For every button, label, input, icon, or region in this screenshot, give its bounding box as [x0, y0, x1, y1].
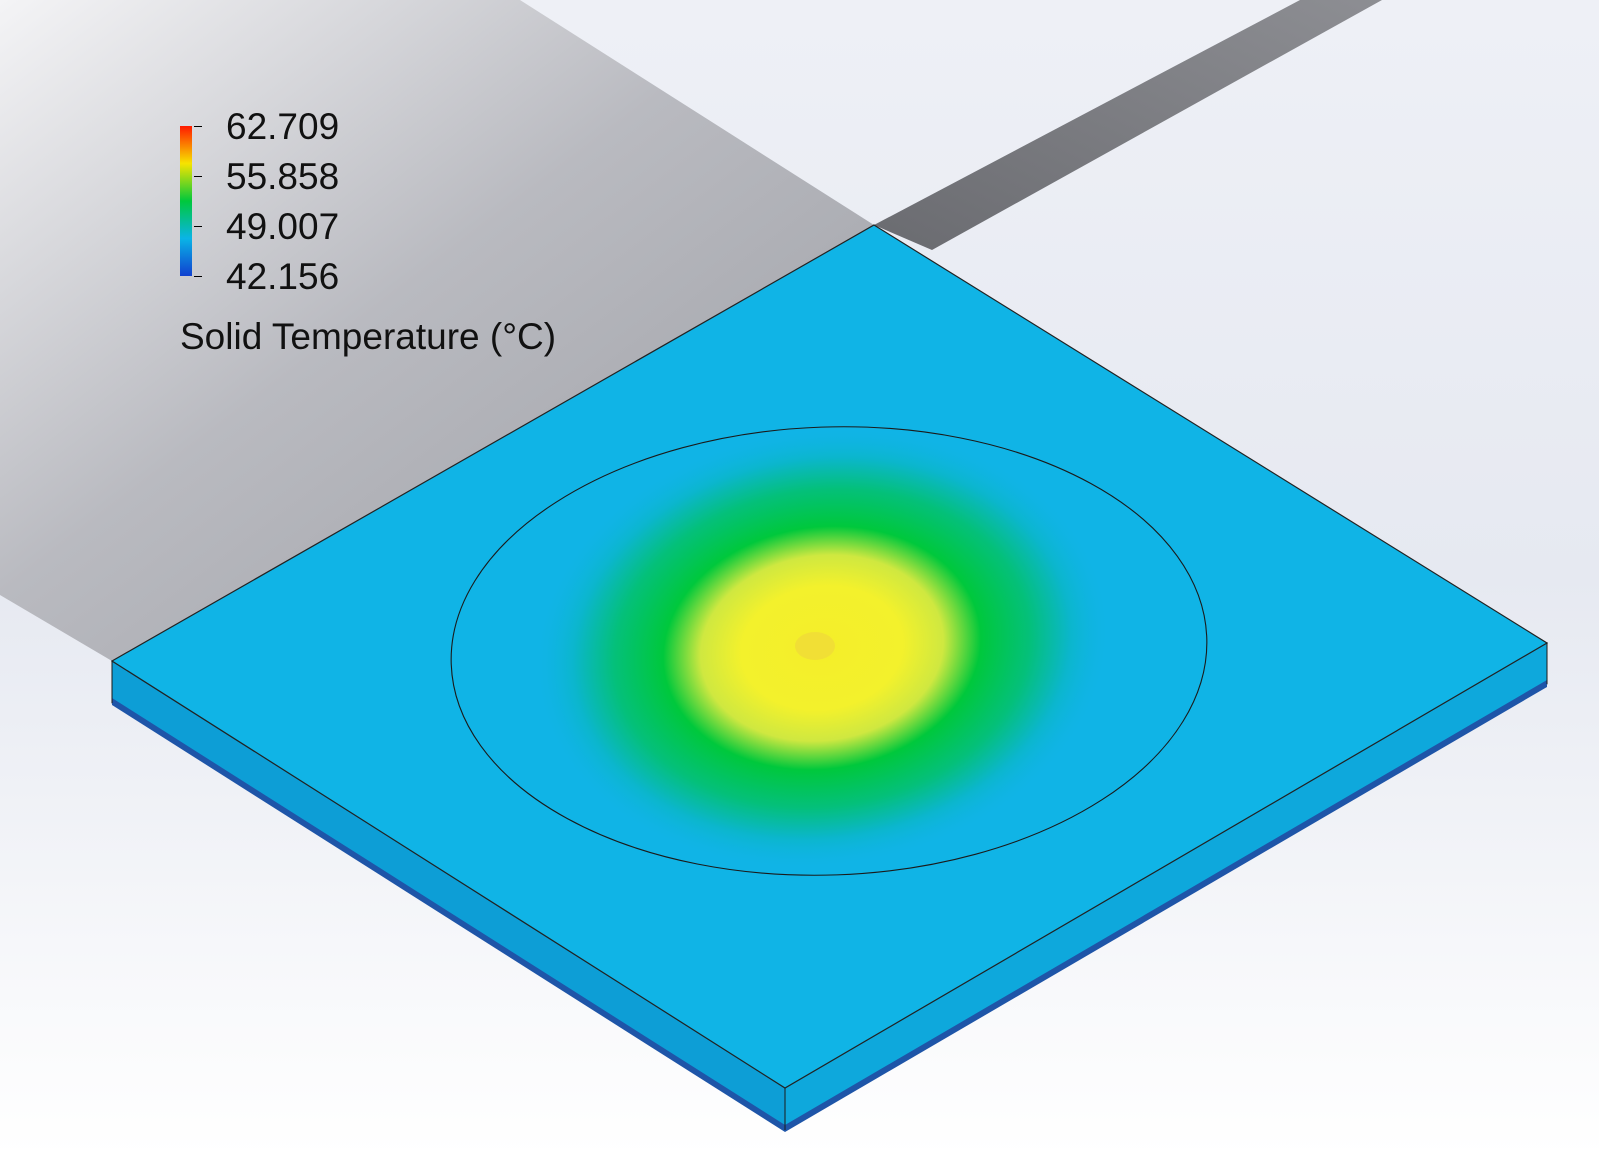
floor-shadow: [0, 0, 874, 661]
plate-bottom-layer-right: [785, 680, 1547, 1132]
temperature-hotspot: [533, 426, 1111, 870]
color-legend: 62.709 55.858 49.007 42.156 Solid Temper…: [180, 104, 620, 364]
legend-tick: [194, 126, 202, 127]
legend-tick: [194, 226, 202, 227]
legend-label-2: 55.858: [226, 156, 340, 197]
legend-tick: [194, 176, 202, 177]
legend-max-label: 62.709: [226, 106, 340, 147]
legend-title: Solid Temperature (°C): [180, 316, 557, 357]
legend-min-label: 42.156: [226, 256, 340, 297]
legend-label-3: 49.007: [226, 206, 340, 247]
plate-bottom-layer-left: [112, 698, 785, 1132]
background-beam: [874, 0, 1382, 250]
legend-color-bar: [180, 126, 192, 276]
legend-tick: [194, 276, 202, 277]
circular-region-outline: [450, 426, 1208, 876]
